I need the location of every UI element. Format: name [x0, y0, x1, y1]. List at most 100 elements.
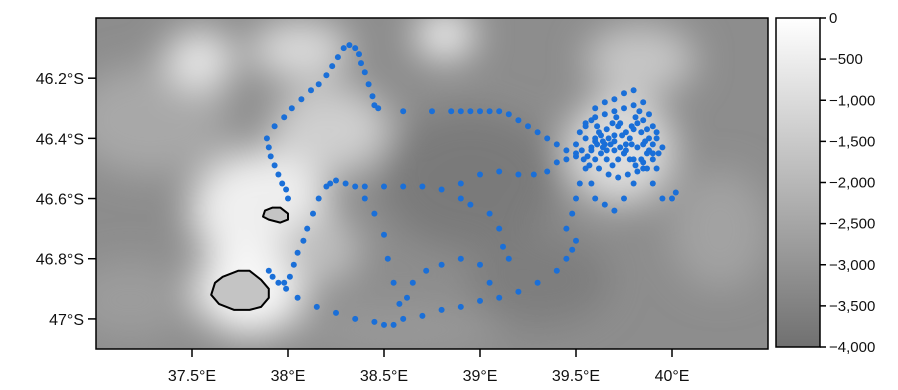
track-point [419, 312, 426, 319]
track-point [448, 108, 455, 115]
track-point [334, 54, 341, 61]
y-axis: 46.2°S 46.4°S 46.6°S 46.8°S 47°S [36, 71, 96, 329]
track-point [290, 261, 297, 268]
track-point [599, 144, 606, 151]
x-tick-label: 38°E [271, 368, 306, 385]
track-point [592, 105, 599, 112]
track-point [477, 108, 483, 115]
track-point [599, 138, 606, 145]
track-point [630, 87, 637, 94]
x-tick-label: 39.5°E [552, 368, 600, 385]
track-point [634, 144, 641, 151]
track-point [621, 195, 627, 202]
track-point [294, 249, 301, 256]
track-point [573, 150, 579, 157]
track-point [505, 255, 512, 262]
track-point [271, 123, 278, 130]
track-point [634, 168, 641, 175]
track-point [659, 195, 666, 202]
track-point [486, 108, 493, 115]
track-point [622, 129, 629, 136]
track-point [659, 144, 666, 151]
track-point [634, 120, 641, 127]
track-point [390, 321, 397, 328]
track-point [457, 108, 464, 115]
track-point [404, 294, 410, 301]
y-tick-label: 46.4°S [36, 131, 84, 148]
colorbar-ticks: 0 −500 −1,000 −1,500 −2,000 −2,500 −3,000 −3,50… [820, 10, 875, 356]
track-point [457, 195, 464, 202]
track-point [279, 180, 286, 187]
track-point [644, 126, 650, 133]
track-point [617, 120, 624, 127]
track-point [315, 195, 322, 202]
track-point [438, 186, 445, 193]
track-point [592, 195, 599, 202]
track-point [310, 210, 316, 217]
track-point [265, 267, 272, 274]
track-point [563, 255, 570, 262]
track-point [630, 180, 637, 187]
track-point [352, 45, 359, 52]
track-point [396, 300, 403, 307]
track-point [596, 165, 602, 172]
track-point [649, 156, 656, 163]
colorbar-tick-label: −4,000 [829, 339, 875, 356]
track-point [605, 135, 612, 142]
track-point [621, 90, 627, 97]
track-point [286, 273, 293, 280]
track-point [622, 141, 629, 148]
track-point [381, 231, 387, 238]
track-point [333, 309, 339, 316]
track-point [340, 45, 347, 52]
x-axis: 37.5°E 38°E 38.5°E 39°E 39.5°E 40°E [168, 349, 690, 385]
track-point [653, 135, 660, 142]
track-point [275, 171, 282, 178]
colorbar-tick-label: −500 [829, 51, 863, 68]
track-point [281, 114, 288, 121]
y-tick-label: 46.6°S [36, 192, 84, 209]
track-point [515, 171, 522, 178]
track-point [632, 114, 639, 121]
track-point [573, 237, 579, 244]
track-point [611, 108, 618, 115]
colorbar-tick-label: −1,500 [829, 133, 875, 150]
colorbar-tick-label: −3,500 [829, 298, 875, 315]
track-point [649, 141, 656, 148]
track-point [361, 183, 368, 190]
track-point [423, 267, 430, 274]
island-1 [210, 269, 270, 311]
track-point [308, 87, 314, 94]
track-point [646, 111, 652, 118]
island-2 [262, 206, 289, 224]
track-point [342, 180, 349, 187]
track-point [429, 108, 435, 115]
x-tick-label: 40°E [655, 368, 690, 385]
track-point [486, 279, 493, 286]
colorbar-tick-label: 0 [829, 10, 837, 27]
track-point [655, 150, 662, 157]
track-point [653, 165, 660, 172]
track-point [569, 246, 576, 253]
track-point [365, 81, 372, 88]
track-point [626, 156, 633, 163]
track-point [281, 279, 288, 286]
track-point [315, 81, 322, 88]
colorbar: 0 −500 −1,000 −1,500 −2,000 −2,500 −3,000 −3,50… [775, 10, 875, 356]
x-tick-label: 37.5°E [168, 368, 216, 385]
track-point [553, 141, 560, 148]
track-point [544, 168, 551, 175]
track-point [267, 153, 274, 160]
track-point [588, 180, 595, 187]
track-point [582, 135, 589, 142]
track-point [622, 147, 629, 154]
track-point [323, 183, 330, 190]
track-point [586, 162, 593, 169]
track-point [569, 210, 576, 217]
track-point [603, 156, 610, 163]
track-point [632, 162, 639, 169]
track-point [576, 129, 583, 136]
track-point [419, 183, 426, 190]
colorbar-tick-label: −1,000 [829, 92, 875, 109]
